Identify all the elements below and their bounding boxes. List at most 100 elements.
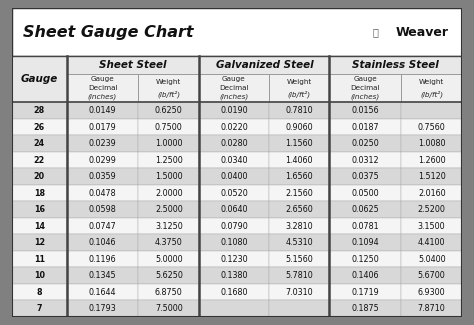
Text: 0.0250: 0.0250 bbox=[352, 139, 379, 148]
Text: 20: 20 bbox=[34, 172, 45, 181]
Bar bbox=[401, 168, 462, 185]
Text: 0.1719: 0.1719 bbox=[352, 288, 379, 297]
Text: 2.5000: 2.5000 bbox=[155, 205, 182, 214]
Text: 0.1094: 0.1094 bbox=[352, 238, 379, 247]
Text: Stainless Steel: Stainless Steel bbox=[353, 60, 439, 70]
Text: 0.0375: 0.0375 bbox=[352, 172, 379, 181]
Bar bbox=[67, 185, 138, 201]
Bar bbox=[199, 102, 269, 119]
Bar bbox=[138, 168, 199, 185]
Bar bbox=[401, 135, 462, 152]
Text: 0.0299: 0.0299 bbox=[89, 156, 117, 164]
Bar bbox=[329, 119, 401, 135]
Text: 28: 28 bbox=[34, 106, 45, 115]
Bar bbox=[401, 152, 462, 168]
Bar bbox=[329, 267, 401, 284]
Text: 3.1500: 3.1500 bbox=[418, 222, 446, 231]
Bar bbox=[12, 251, 67, 267]
Text: 7.0310: 7.0310 bbox=[285, 288, 313, 297]
Bar bbox=[269, 284, 329, 300]
Text: 0.0280: 0.0280 bbox=[220, 139, 248, 148]
Bar bbox=[199, 201, 269, 218]
Bar bbox=[329, 135, 401, 152]
Text: 11: 11 bbox=[34, 254, 45, 264]
Text: 2.0000: 2.0000 bbox=[155, 188, 182, 198]
Text: 3.1250: 3.1250 bbox=[155, 222, 182, 231]
Text: Weight: Weight bbox=[419, 79, 444, 85]
Text: 0.0781: 0.0781 bbox=[352, 222, 379, 231]
Text: Galvanized Steel: Galvanized Steel bbox=[216, 60, 313, 70]
Bar bbox=[269, 135, 329, 152]
Text: 24: 24 bbox=[34, 139, 45, 148]
Text: 12: 12 bbox=[34, 238, 45, 247]
Bar bbox=[329, 168, 401, 185]
Bar bbox=[67, 300, 138, 317]
Bar bbox=[138, 135, 199, 152]
Text: 0.0640: 0.0640 bbox=[220, 205, 248, 214]
Text: 2.6560: 2.6560 bbox=[285, 205, 313, 214]
Text: 0.0179: 0.0179 bbox=[89, 123, 117, 132]
Bar bbox=[67, 135, 138, 152]
Bar bbox=[329, 284, 401, 300]
Text: 0.1793: 0.1793 bbox=[89, 304, 117, 313]
Text: 0.0190: 0.0190 bbox=[220, 106, 248, 115]
Text: 7: 7 bbox=[36, 304, 42, 313]
Bar bbox=[12, 152, 67, 168]
Text: Decimal: Decimal bbox=[219, 85, 249, 91]
Text: (lb/ft²): (lb/ft²) bbox=[288, 91, 310, 98]
Text: 0.0359: 0.0359 bbox=[89, 172, 117, 181]
Bar bbox=[67, 56, 199, 74]
Text: 1.6560: 1.6560 bbox=[285, 172, 313, 181]
Bar bbox=[12, 168, 67, 185]
Text: 0.0598: 0.0598 bbox=[89, 205, 117, 214]
Text: 0.0340: 0.0340 bbox=[220, 156, 248, 164]
Text: 18: 18 bbox=[34, 188, 45, 198]
Bar bbox=[138, 119, 199, 135]
Text: 0.0747: 0.0747 bbox=[89, 222, 117, 231]
Text: 0.0790: 0.0790 bbox=[220, 222, 248, 231]
Bar bbox=[329, 251, 401, 267]
Bar bbox=[199, 300, 269, 317]
Bar bbox=[199, 119, 269, 135]
Text: 0.0187: 0.0187 bbox=[352, 123, 379, 132]
Text: 1.5120: 1.5120 bbox=[418, 172, 446, 181]
Text: Weight: Weight bbox=[286, 79, 312, 85]
Text: 5.6250: 5.6250 bbox=[155, 271, 183, 280]
Text: 0.7560: 0.7560 bbox=[418, 123, 446, 132]
Text: 🚚: 🚚 bbox=[372, 27, 378, 37]
Bar bbox=[67, 234, 138, 251]
Text: 0.1406: 0.1406 bbox=[352, 271, 379, 280]
Text: 0.9060: 0.9060 bbox=[285, 123, 313, 132]
Bar bbox=[269, 74, 329, 102]
Bar bbox=[138, 152, 199, 168]
Text: (inches): (inches) bbox=[219, 94, 248, 100]
Text: 2.5200: 2.5200 bbox=[418, 205, 446, 214]
Bar bbox=[12, 201, 67, 218]
Bar bbox=[199, 267, 269, 284]
Bar bbox=[138, 251, 199, 267]
Bar bbox=[67, 284, 138, 300]
Bar bbox=[401, 201, 462, 218]
Text: 0.6250: 0.6250 bbox=[155, 106, 182, 115]
Bar bbox=[329, 185, 401, 201]
Bar bbox=[199, 218, 269, 234]
Text: 0.0400: 0.0400 bbox=[220, 172, 248, 181]
Text: 5.0000: 5.0000 bbox=[155, 254, 182, 264]
Text: 8: 8 bbox=[36, 288, 42, 297]
Bar bbox=[138, 284, 199, 300]
Bar bbox=[138, 218, 199, 234]
Text: 16: 16 bbox=[34, 205, 45, 214]
Text: 5.6700: 5.6700 bbox=[418, 271, 446, 280]
Bar bbox=[67, 119, 138, 135]
Bar bbox=[67, 168, 138, 185]
Bar bbox=[269, 119, 329, 135]
Bar bbox=[401, 102, 462, 119]
Bar bbox=[199, 74, 269, 102]
Bar bbox=[12, 284, 67, 300]
Bar bbox=[138, 102, 199, 119]
Text: Gauge: Gauge bbox=[222, 76, 246, 83]
Text: (lb/ft²): (lb/ft²) bbox=[420, 91, 443, 98]
Text: 1.0000: 1.0000 bbox=[155, 139, 182, 148]
Text: Sheet Gauge Chart: Sheet Gauge Chart bbox=[23, 25, 193, 40]
Bar bbox=[67, 74, 138, 102]
